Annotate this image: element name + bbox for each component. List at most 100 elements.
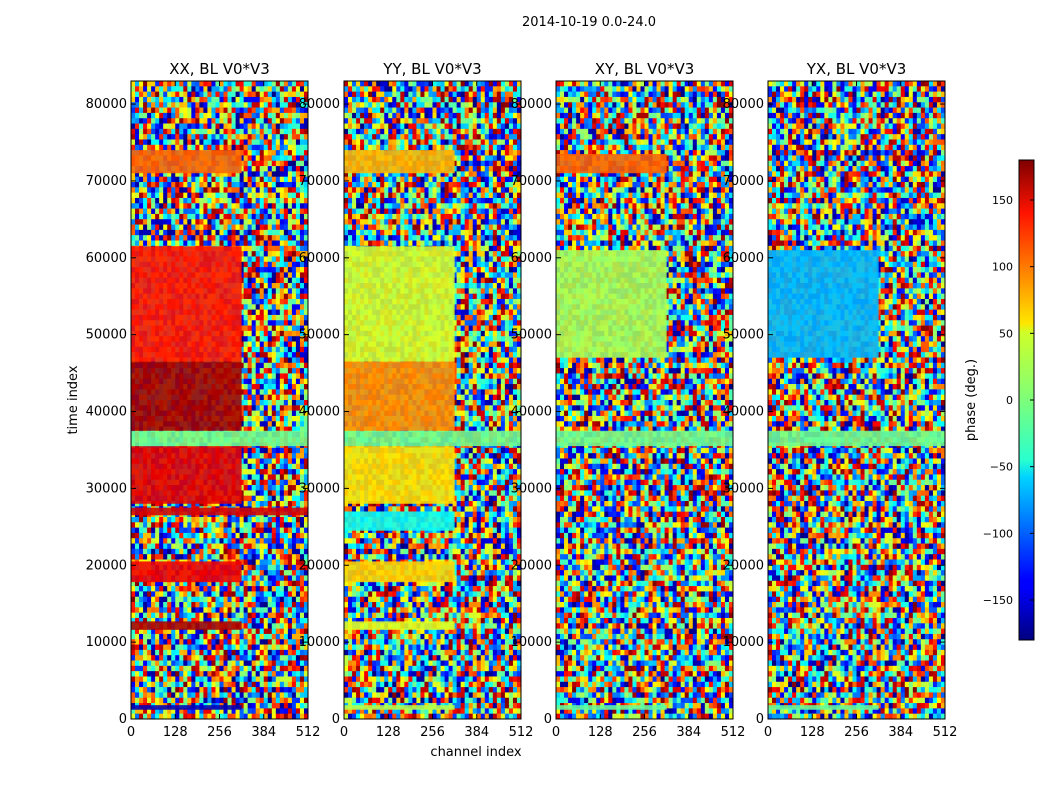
y-tick-label: 50000 — [86, 328, 127, 343]
x-tick-label: 0 — [764, 725, 772, 740]
panel-4: YX, BL V0*V3 0 128 256 384 512 0 10000 20000 3000… — [723, 60, 958, 740]
phase-band-4 — [556, 154, 667, 174]
colorbar-tick-label: 150 — [992, 194, 1013, 207]
y-tick-label: 50000 — [723, 328, 764, 343]
y-tick-label: 40000 — [723, 405, 764, 420]
y-tick-label: 30000 — [86, 481, 127, 496]
x-tick-label: 384 — [676, 725, 701, 740]
x-tick-label: 128 — [163, 725, 188, 740]
phase-band-5 — [344, 446, 455, 504]
y-tick-label: 70000 — [723, 174, 764, 189]
phase-band-3 — [556, 250, 667, 358]
colorbar-label: phase (deg.) — [964, 359, 979, 441]
y-tick-label: 20000 — [723, 558, 764, 573]
phase-band-7 — [344, 361, 455, 431]
y-tick-label: 70000 — [86, 174, 127, 189]
y-tick-label: 40000 — [511, 405, 552, 420]
y-tick-label: 10000 — [86, 635, 127, 650]
x-tick-label: 256 — [632, 725, 657, 740]
y-tick-label: 10000 — [511, 635, 552, 650]
heatmap-noise — [344, 81, 522, 720]
phase-band-5 — [131, 446, 242, 504]
phase-band-8 — [344, 246, 455, 362]
colorbar-ticks: 150 100 50 0 −50 −100 −150 — [983, 194, 1034, 607]
x-tick-label: 512 — [296, 725, 321, 740]
colorbar: 150 100 50 0 −50 −100 −150 phase (deg.) — [964, 159, 1035, 641]
phase-band-9 — [131, 150, 242, 174]
panel-title: YY, BL V0*V3 — [382, 60, 481, 78]
phase-band-6 — [344, 430, 521, 447]
y-tick-label: 30000 — [299, 481, 340, 496]
x-tick-label: 0 — [127, 725, 135, 740]
phase-band-3 — [768, 250, 879, 358]
y-tick-label: 40000 — [299, 405, 340, 420]
x-tick-label: 384 — [888, 725, 913, 740]
phase-band-4 — [344, 511, 455, 531]
phase-band-2 — [768, 430, 945, 447]
x-tick-label: 0 — [552, 725, 560, 740]
x-tick-label: 0 — [340, 725, 348, 740]
y-tick-label: 70000 — [299, 174, 340, 189]
x-tick-label: 128 — [800, 725, 825, 740]
colorbar-tick-label: −150 — [983, 594, 1013, 607]
heatmap-noise — [131, 81, 309, 720]
y-tick-label: 40000 — [86, 405, 127, 420]
x-tick-label: 128 — [376, 725, 401, 740]
x-tick-label: 512 — [721, 725, 746, 740]
x-tick-label: 512 — [933, 725, 958, 740]
y-tick-label: 50000 — [299, 328, 340, 343]
x-tick-label: 384 — [251, 725, 276, 740]
phase-band-2 — [344, 621, 455, 630]
y-tick-label: 70000 — [511, 174, 552, 189]
y-tick-label: 20000 — [86, 558, 127, 573]
y-tick-label: 80000 — [511, 97, 552, 112]
y-tick-label: 0 — [119, 712, 127, 727]
panel-title: XY, BL V0*V3 — [595, 60, 695, 78]
y-tick-label: 10000 — [299, 635, 340, 650]
panel-2: YY, BL V0*V3 0 128 256 384 512 0 10000 20000 3000… — [299, 60, 534, 740]
phase-band-1 — [556, 705, 667, 710]
y-tick-label: 80000 — [86, 97, 127, 112]
y-tick-label: 60000 — [511, 251, 552, 266]
y-tick-label: 80000 — [723, 97, 764, 112]
x-tick-label: 256 — [207, 725, 232, 740]
panel-title: YX, BL V0*V3 — [806, 60, 907, 78]
phase-band-3 — [344, 561, 455, 583]
colorbar-tick-label: −50 — [990, 461, 1013, 474]
colorbar-tick-label: 50 — [999, 327, 1013, 340]
x-tick-label: 512 — [509, 725, 534, 740]
y-tick-label: 0 — [756, 712, 764, 727]
x-tick-label: 128 — [588, 725, 613, 740]
y-axis-label: time index — [66, 365, 81, 434]
y-tick-label: 0 — [544, 712, 552, 727]
panel-3: XY, BL V0*V3 0 128 256 384 512 0 10000 20000 3000… — [511, 60, 746, 740]
x-tick-label: 256 — [420, 725, 445, 740]
y-tick-label: 20000 — [511, 558, 552, 573]
y-tick-label: 30000 — [511, 481, 552, 496]
heatmap-noise — [768, 81, 946, 720]
figure-title: 2014-10-19 0.0-24.0 — [522, 15, 656, 30]
colorbar-tick-label: 100 — [992, 261, 1013, 274]
y-tick-label: 50000 — [511, 328, 552, 343]
phase-band-2 — [556, 430, 733, 447]
y-tick-label: 60000 — [86, 251, 127, 266]
y-tick-label: 30000 — [723, 481, 764, 496]
y-tick-label: 0 — [332, 712, 340, 727]
phase-band-4 — [131, 507, 308, 516]
panel-title: XX, BL V0*V3 — [169, 60, 270, 78]
phase-band-1 — [344, 705, 455, 710]
colorbar-tick-label: −100 — [983, 527, 1013, 540]
phase-band-2 — [131, 621, 242, 630]
y-tick-label: 20000 — [299, 558, 340, 573]
panels: XX, BL V0*V3 0 128 256 384 512 0 10000 20000 3000… — [86, 60, 958, 740]
phase-band-9 — [344, 150, 455, 174]
phase-band-1 — [131, 705, 242, 710]
panel-1: XX, BL V0*V3 0 128 256 384 512 0 10000 20000 3000… — [86, 60, 321, 740]
colorbar-tick-label: 0 — [1006, 394, 1013, 407]
y-tick-label: 10000 — [723, 635, 764, 650]
heatmap-noise — [556, 81, 734, 720]
y-tick-label: 60000 — [723, 251, 764, 266]
phase-band-1 — [768, 705, 879, 710]
phase-band-7 — [131, 361, 242, 431]
